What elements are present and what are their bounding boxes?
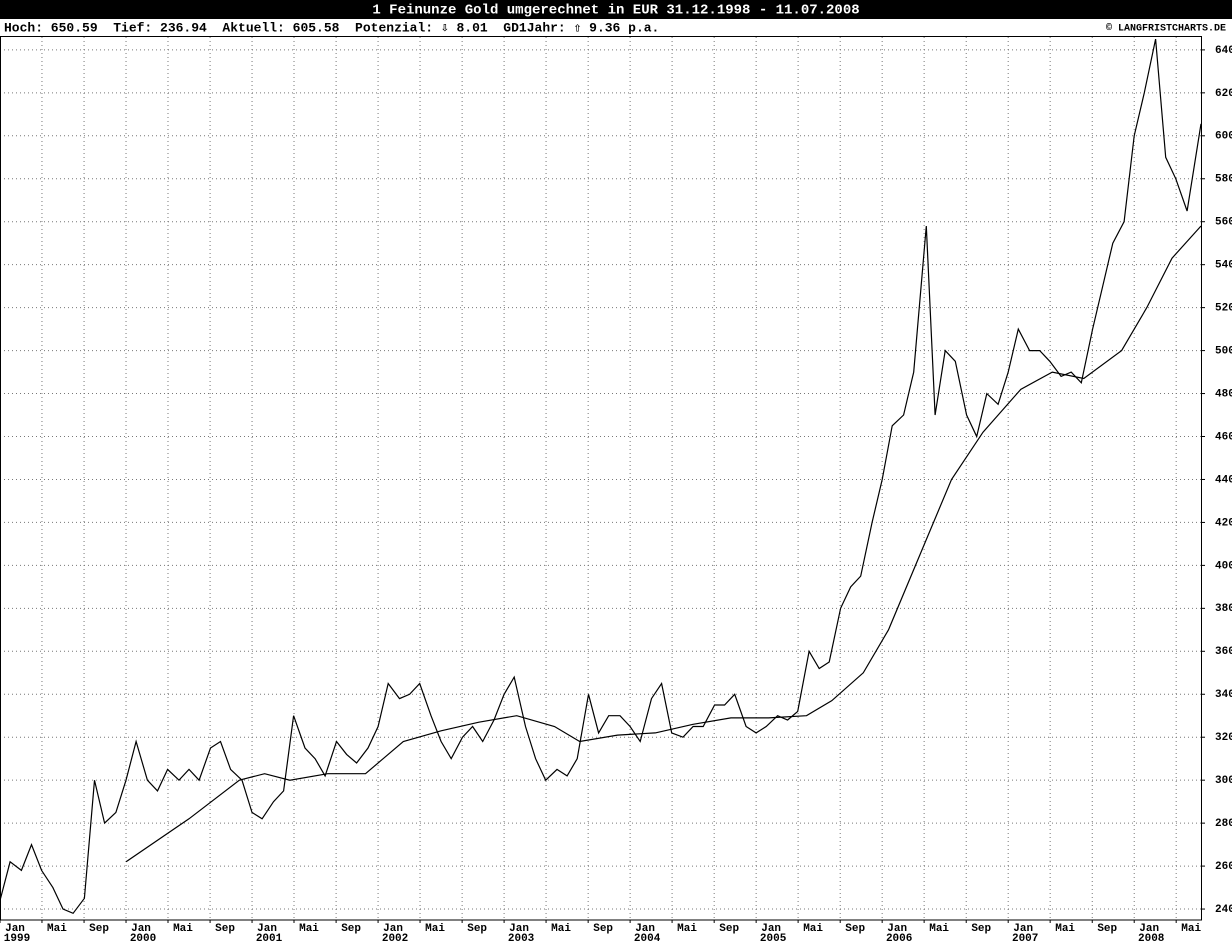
y-tick-label: 560: [1215, 217, 1232, 229]
y-tick-label: 360: [1215, 646, 1232, 658]
x-tick-label: Sep: [845, 923, 865, 935]
y-tick-label: 320: [1215, 732, 1232, 744]
year-label: 1999: [4, 933, 30, 944]
x-tick-label: Sep: [971, 923, 991, 935]
x-tick-label: Sep: [593, 923, 613, 935]
y-tick-label: 280: [1215, 818, 1232, 830]
x-tick-label: Sep: [719, 923, 739, 935]
x-tick-label: Jan: [131, 923, 151, 935]
year-label: 2006: [886, 933, 912, 944]
year-label: 2008: [1138, 933, 1165, 944]
year-label: 2001: [256, 933, 283, 944]
price-line: [125, 225, 1202, 863]
title-bar: [0, 0, 1232, 19]
x-tick-label: Mai: [1055, 923, 1075, 935]
x-tick-label: Mai: [173, 923, 193, 935]
x-tick-label: Jan: [257, 923, 277, 935]
x-tick-label: Jan: [887, 923, 907, 935]
x-tick-label: Sep: [215, 923, 235, 935]
x-tick-label: Sep: [341, 923, 361, 935]
y-tick-label: 300: [1215, 775, 1232, 787]
x-tick-label: Mai: [929, 923, 949, 935]
year-label: 2002: [382, 933, 408, 944]
y-tick-label: 520: [1215, 303, 1232, 315]
y-tick-label: 420: [1215, 517, 1232, 529]
x-tick-label: Mai: [1181, 923, 1201, 935]
x-tick-label: Sep: [1097, 923, 1117, 935]
y-tick-label: 640: [1215, 45, 1232, 57]
x-tick-label: Mai: [299, 923, 319, 935]
x-tick-label: Mai: [47, 923, 67, 935]
year-label: 2003: [508, 933, 535, 944]
y-tick-label: 580: [1215, 174, 1232, 186]
x-tick-label: Jan: [761, 923, 781, 935]
chart-title: 1 Feinunze Gold umgerechnet in EUR 31.12…: [372, 3, 859, 19]
plot-frame: [0, 36, 1202, 921]
y-tick-label: 400: [1215, 560, 1232, 572]
x-tick-label: Jan: [1013, 923, 1033, 935]
x-tick-label: Jan: [635, 923, 655, 935]
year-label: 2004: [634, 933, 661, 944]
x-tick-label: Mai: [425, 923, 445, 935]
x-tick-label: Mai: [803, 923, 823, 935]
x-tick-label: Jan: [1139, 923, 1159, 935]
year-label: 2000: [130, 933, 156, 944]
year-label: 2005: [760, 933, 787, 944]
y-tick-label: 340: [1215, 689, 1232, 701]
y-tick-label: 540: [1215, 260, 1232, 272]
y-tick-label: 500: [1215, 345, 1232, 357]
y-tick-label: 480: [1215, 388, 1232, 400]
y-tick-label: 620: [1215, 88, 1232, 100]
x-tick-label: Mai: [677, 923, 697, 935]
x-tick-label: Sep: [89, 923, 109, 935]
year-label: 2007: [1012, 933, 1038, 944]
source: © LANGFRISTCHARTS.DE: [1106, 23, 1226, 35]
y-tick-label: 440: [1215, 474, 1232, 486]
y-tick-label: 460: [1215, 431, 1232, 443]
x-tick-label: Sep: [467, 923, 487, 935]
x-tick-label: Jan: [383, 923, 403, 935]
y-tick-label: 600: [1215, 131, 1232, 143]
stats-line: Hoch: 650.59 Tief: 236.94 Aktuell: 605.5…: [4, 20, 659, 35]
y-tick-label: 260: [1215, 861, 1232, 873]
y-tick-label: 240: [1215, 904, 1232, 916]
x-tick-label: Mai: [551, 923, 571, 935]
y-tick-label: 380: [1215, 603, 1232, 615]
x-tick-label: Jan: [5, 923, 25, 935]
x-tick-label: Jan: [509, 923, 529, 935]
price-line: [0, 38, 1202, 915]
plot: [0, 37, 1202, 920]
